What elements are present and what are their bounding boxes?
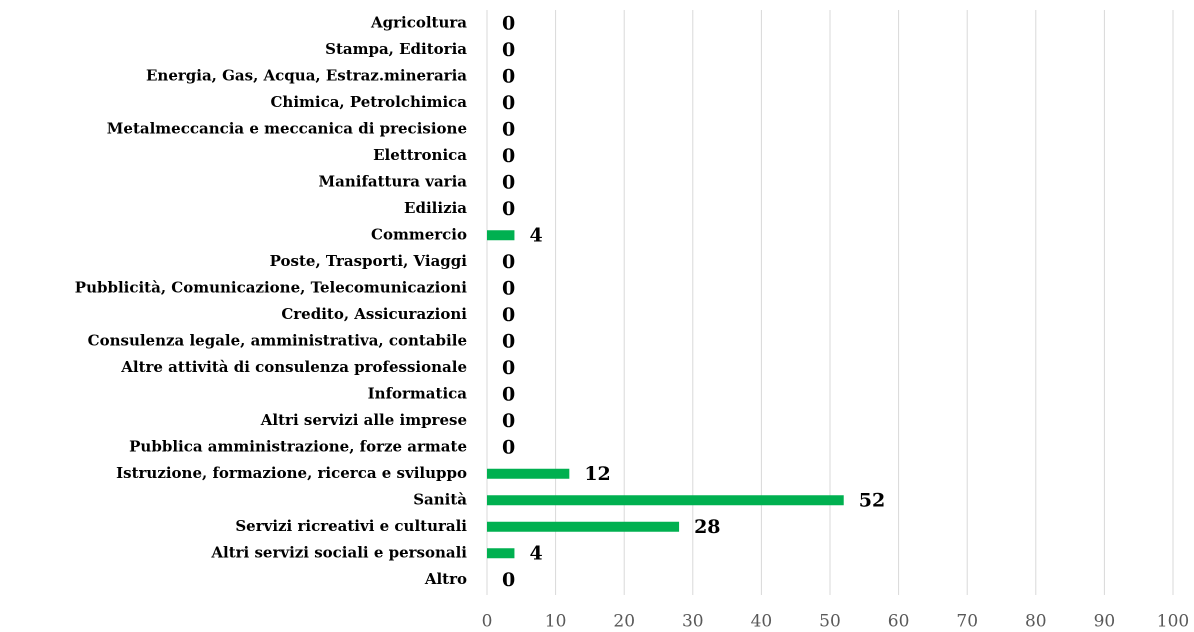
bar [487,468,570,479]
y-tick-label: Consulenza legale, amministrativa, conta… [88,331,467,349]
bar [487,230,515,241]
x-tick-label: 40 [751,612,773,632]
value-label: 4 [529,224,542,246]
y-tick-label: Energia, Gas, Acqua, Estraz.mineraria [146,66,467,84]
y-tick-label: Altro [424,570,467,588]
y-tick-label: Poste, Trasporti, Viaggi [270,252,468,270]
bar [487,548,515,559]
x-tick-label: 10 [545,612,567,632]
y-tick-label: Servizi ricreativi e culturali [235,517,467,535]
x-tick-label: 30 [682,612,704,632]
y-tick-label: Sanità [413,490,467,508]
value-label: 0 [502,198,515,220]
x-tick-label: 20 [613,612,635,632]
y-tick-label: Metalmeccancia e meccanica di precisione [107,119,467,137]
value-label: 4 [529,542,542,564]
value-label: 28 [694,516,720,538]
y-tick-label: Pubblica amministrazione, forze armate [129,437,467,455]
y-tick-label: Chimica, Petrolchimica [270,93,467,111]
value-label: 52 [859,489,885,511]
value-label: 0 [502,65,515,87]
value-label: 0 [502,436,515,458]
y-tick-label: Commercio [371,225,467,243]
value-label: 0 [502,569,515,591]
x-tick-label: 70 [956,612,978,632]
y-tick-label: Manifattura varia [319,172,468,190]
bar [487,521,680,532]
value-label: 0 [502,357,515,379]
value-label: 0 [502,12,515,34]
y-tick-label: Agricoltura [370,13,467,31]
value-label: 0 [502,251,515,273]
y-tick-label: Pubblicità, Comunicazione, Telecomunicaz… [75,278,467,296]
value-label: 0 [502,383,515,405]
x-tick-label: 50 [819,612,841,632]
bar [487,495,844,506]
value-label: 0 [502,171,515,193]
y-tick-label: Stampa, Editoria [325,40,467,58]
y-tick-label: Istruzione, formazione, ricerca e svilup… [116,464,467,482]
value-label: 0 [502,410,515,432]
y-tick-label: Elettronica [373,146,467,164]
value-label: 0 [502,92,515,114]
y-tick-label: Altri servizi sociali e personali [210,543,467,561]
value-label: 0 [502,39,515,61]
value-label: 0 [502,304,515,326]
x-tick-label: 90 [1094,612,1116,632]
value-label: 0 [502,145,515,167]
x-tick-label: 0 [482,612,493,632]
y-tick-label: Informatica [368,384,468,402]
y-tick-label: Credito, Assicurazioni [281,305,467,323]
value-label: 0 [502,118,515,140]
y-tick-label: Altre attività di consulenza professiona… [120,358,467,376]
value-label: 0 [502,330,515,352]
x-tick-label: 60 [888,612,910,632]
y-tick-label: Edilizia [404,199,467,217]
x-tick-label: 80 [1025,612,1047,632]
value-label: 12 [584,463,610,485]
value-label: 0 [502,277,515,299]
y-tick-label: Altri servizi alle imprese [260,411,467,429]
x-tick-label: 100 [1157,612,1189,632]
